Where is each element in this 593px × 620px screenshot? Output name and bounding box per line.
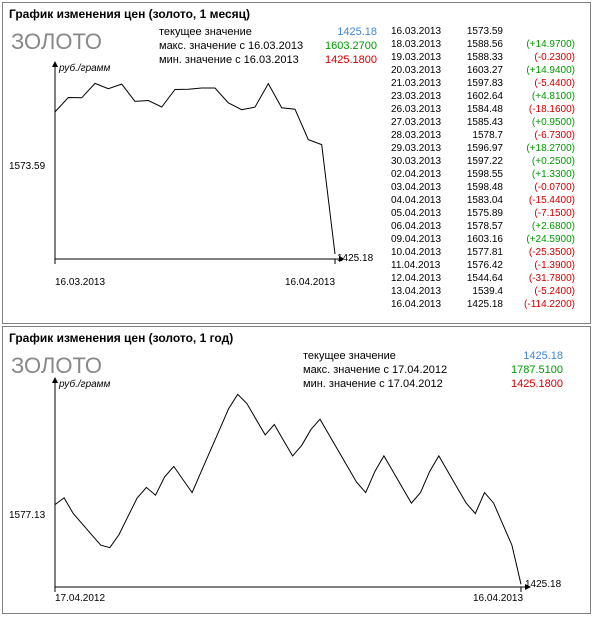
table-row: 26.03.20131584.48(-18.1600) [391,103,575,116]
table-row: 29.03.20131596.97(+18.2700) [391,142,575,155]
chart-panel-year: График изменения цен (золото, 1 год) ЗОЛ… [2,326,591,614]
table-row: 28.03.20131578.7(-6.7300) [391,129,575,142]
chart-svg-year [3,375,563,607]
end-value-label: 1425.18 [337,253,373,264]
panel-title-month: График изменения цен (золото, 1 месяц) [9,7,584,21]
y-ref-label: 1573.59 [9,161,45,172]
table-row: 03.04.20131598.48(-0.0700) [391,181,575,194]
table-row: 23.03.20131602.64(+4.8100) [391,90,575,103]
table-row: 05.04.20131575.89(-7.1500) [391,207,575,220]
table-row: 12.04.20131544.64(-31.7800) [391,272,575,285]
current-value-y: 1425.18 [523,350,563,362]
x-start-label-y: 17.04.2012 [55,593,105,604]
end-value-label-y: 1425.18 [525,579,561,590]
table-row: 18.03.20131588.56(+14.9700) [391,38,575,51]
table-row: 20.03.20131603.27(+14.9400) [391,64,575,77]
table-row: 10.04.20131577.81(-25.3500) [391,246,575,259]
max-label: макс. значение с 16.03.2013 [159,40,303,52]
table-row: 13.04.20131539.4(-5.2400) [391,285,575,298]
y-axis-unit: руб./грамм [59,63,110,74]
table-row: 11.04.20131576.42(-1.3900) [391,259,575,272]
y-ref-label-y: 1577.13 [9,510,45,521]
table-row: 21.03.20131597.83(-5.4400) [391,77,575,90]
chart-year: руб./грамм 1577.13 1425.18 17.04.2012 16… [3,375,563,607]
x-end-label: 16.04.2013 [285,277,335,288]
table-row: 16.03.20131573.59 [391,25,575,38]
price-table: 16.03.20131573.5918.03.20131588.56(+14.9… [391,25,575,311]
table-row: 02.04.20131598.55(+1.3300) [391,168,575,181]
current-value: 1425.18 [337,26,377,38]
panel-title-year: График изменения цен (золото, 1 год) [9,331,584,345]
chart-panel-month: График изменения цен (золото, 1 месяц) З… [2,2,591,324]
commodity-label: ЗОЛОТО [11,29,102,55]
chart-month: руб./грамм 1573.59 1425.18 16.03.2013 16… [3,59,343,289]
table-row: 19.03.20131588.33(-0.2300) [391,51,575,64]
current-label: текущее значение [159,26,252,38]
chart-svg-month [3,59,343,289]
table-row: 27.03.20131585.43(+0.9500) [391,116,575,129]
x-end-label-y: 16.04.2013 [473,593,523,604]
table-row: 09.04.20131603.16(+24.5900) [391,233,575,246]
table-row: 16.04.20131425.18(-114.2200) [391,298,575,311]
x-start-label: 16.03.2013 [55,277,105,288]
table-row: 04.04.20131583.04(-15.4400) [391,194,575,207]
y-axis-unit-y: руб./грамм [59,379,110,390]
current-label-y: текущее значение [303,350,396,362]
table-row: 06.04.20131578.57(+2.6800) [391,220,575,233]
max-value: 1603.2700 [325,40,377,52]
table-row: 30.03.20131597.22(+0.2500) [391,155,575,168]
